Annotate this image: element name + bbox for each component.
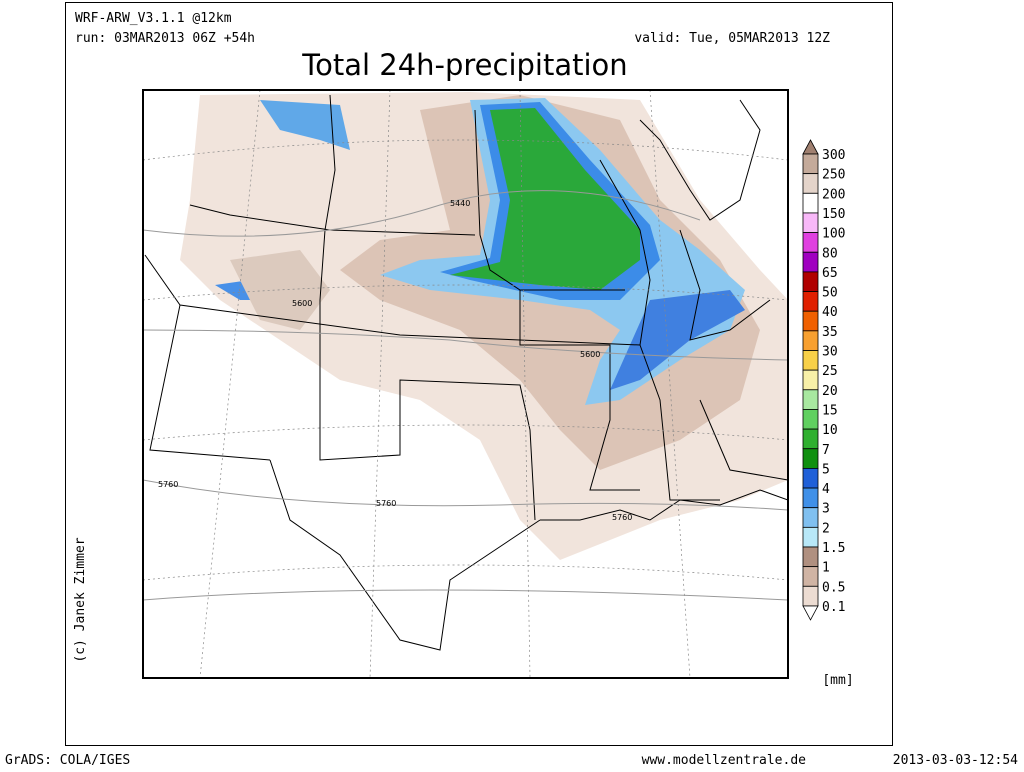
legend-swatch xyxy=(802,467,819,489)
legend-label: 4 xyxy=(822,482,830,497)
contour-label: 5760 xyxy=(158,480,178,489)
legend-swatch xyxy=(802,291,819,312)
precip-green xyxy=(450,108,640,290)
valid-label: valid: Tue, 05MAR2013 12Z xyxy=(634,31,830,46)
run-label: run: 03MAR2013 06Z +54h xyxy=(75,31,255,46)
legend-swatch xyxy=(802,330,819,351)
legend-label: 25 xyxy=(822,364,838,379)
legend-label: 1 xyxy=(822,561,830,576)
footer-timestamp: 2013-03-03-12:54 xyxy=(893,753,1018,768)
legend-swatch xyxy=(802,173,819,194)
legend-label: 1.5 xyxy=(822,541,845,556)
contour-label: 5440 xyxy=(450,199,470,208)
legend-label: 65 xyxy=(822,266,838,281)
legend-swatch xyxy=(802,546,819,568)
legend-swatch xyxy=(802,212,819,233)
legend-label: 15 xyxy=(822,403,838,418)
contour-label: 5600 xyxy=(292,299,312,308)
legend-swatch xyxy=(802,369,819,391)
legend-label: 50 xyxy=(822,286,838,301)
legend-swatch xyxy=(802,251,819,273)
legend-label: 100 xyxy=(822,227,845,242)
legend-swatch xyxy=(802,428,819,450)
legend-swatch xyxy=(802,585,819,607)
legend-label: 35 xyxy=(822,325,838,340)
contour-label: 5600 xyxy=(580,350,600,359)
legend-swatch xyxy=(802,310,819,332)
legend-swatch xyxy=(802,526,819,548)
legend-label: 0.1 xyxy=(822,600,845,615)
legend-label: 0.5 xyxy=(822,580,845,595)
title: Total 24h-precipitation xyxy=(301,48,627,82)
legend-swatch xyxy=(802,409,819,430)
legend-swatch xyxy=(802,448,819,469)
model-label: WRF-ARW_V3.1.1 @12km xyxy=(75,11,232,26)
legend-label: 5 xyxy=(822,462,830,477)
legend-triangle xyxy=(802,605,819,621)
legend-label: 30 xyxy=(822,345,838,360)
legend-swatch xyxy=(802,153,819,175)
credit: (c) Janek Zimmer xyxy=(73,537,88,662)
legend-label: 7 xyxy=(822,443,830,458)
legend-label: 300 xyxy=(822,148,845,163)
footer-software: GrADS: COLA/IGES xyxy=(5,753,130,768)
map: 5440 5600 5600 5760 5760 5760 xyxy=(142,89,789,679)
legend-label: 150 xyxy=(822,207,845,222)
legend-label: 10 xyxy=(822,423,838,438)
legend-swatch xyxy=(802,389,819,410)
color-legend: 300 250 200 150 100 80 65 50 40 35 30 25 20 15 10 7 5 4 3 2… xyxy=(802,139,845,621)
legend-swatch xyxy=(802,350,819,371)
legend-label: 200 xyxy=(822,187,845,202)
legend-swatch xyxy=(802,192,819,214)
contour-label: 5760 xyxy=(612,513,632,522)
legend-swatch xyxy=(802,507,819,528)
legend-swatch xyxy=(802,232,819,253)
legend-swatch xyxy=(802,271,819,292)
legend-label: 40 xyxy=(822,305,838,320)
footer-website: www.modellzentrale.de xyxy=(642,753,807,768)
contour-label: 5760 xyxy=(376,499,396,508)
legend-label: 80 xyxy=(822,246,838,261)
legend-label: 250 xyxy=(822,168,845,183)
legend-label: 2 xyxy=(822,521,830,536)
legend-unit: [mm] xyxy=(822,673,853,688)
legend-swatch xyxy=(802,487,819,509)
legend-label: 3 xyxy=(822,502,830,517)
legend-label: 20 xyxy=(822,384,838,399)
legend-swatch xyxy=(802,566,819,587)
